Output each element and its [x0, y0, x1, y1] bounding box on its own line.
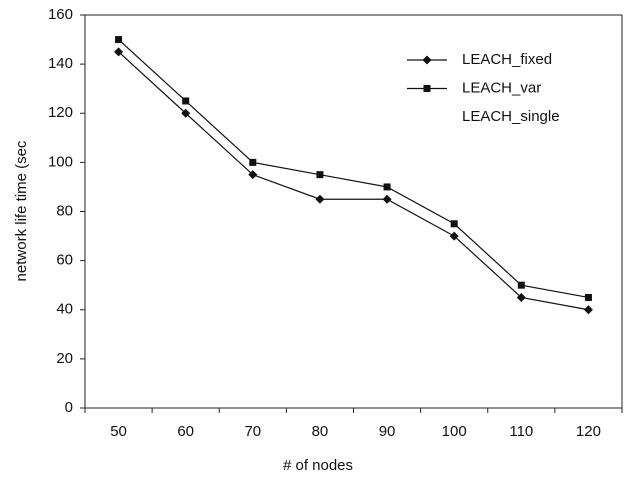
data-point [181, 108, 191, 118]
data-point [182, 97, 190, 105]
data-point [450, 220, 458, 228]
x-tick-label: 100 [442, 423, 467, 440]
y-tick-label: 140 [48, 55, 73, 72]
y-tick-label: 160 [48, 6, 73, 23]
series-line [118, 51, 589, 311]
series-line [118, 39, 589, 299]
legend-marker [423, 85, 431, 92]
data-point [383, 183, 391, 191]
data-point [516, 292, 526, 302]
x-tick-label: 120 [576, 423, 601, 440]
y-tick-label: 100 [48, 153, 73, 170]
x-tick-label: 60 [177, 423, 194, 440]
data-point [114, 47, 124, 57]
data-point [316, 171, 324, 179]
data-point [115, 36, 123, 44]
data-point [583, 305, 593, 315]
x-tick-label: 110 [509, 423, 533, 440]
data-point [584, 293, 592, 301]
data-point [249, 158, 257, 166]
x-tick-label: 70 [244, 423, 261, 440]
y-axis-label: network life time (sec [13, 140, 30, 281]
y-tick-label: 120 [48, 104, 73, 121]
y-tick-label: 60 [56, 252, 73, 269]
x-tick-label: 80 [312, 423, 329, 440]
legend-label: LEACH_fixed [462, 51, 552, 68]
data-point [248, 170, 258, 180]
y-tick-label: 20 [56, 350, 73, 367]
data-point [382, 194, 392, 204]
y-tick-label: 40 [56, 301, 73, 318]
legend-marker [422, 55, 432, 65]
y-tick-label: 0 [65, 399, 73, 416]
data-point [517, 281, 525, 289]
legend-label: LEACH_single [462, 108, 560, 125]
x-axis-label: # of nodes [283, 457, 353, 474]
x-tick-label: 90 [379, 423, 396, 440]
data-point [315, 194, 325, 204]
legend-label: LEACH_var [462, 79, 541, 96]
data-point [449, 231, 459, 241]
y-tick-label: 80 [56, 202, 73, 219]
x-tick-label: 50 [110, 423, 127, 440]
